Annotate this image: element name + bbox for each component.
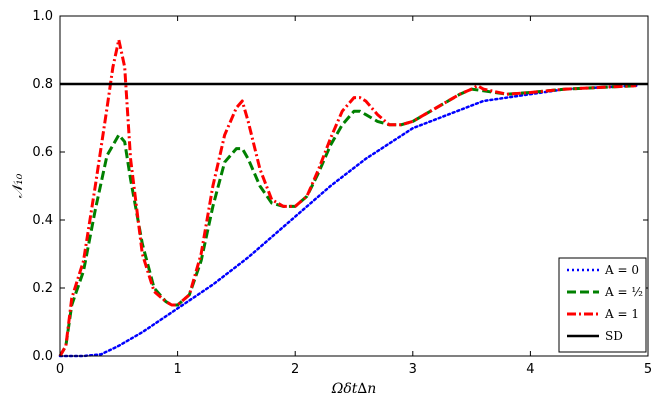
series-line-2 <box>58 38 637 357</box>
legend-label-2: A = 1 <box>604 307 639 321</box>
plot-layer <box>58 38 648 358</box>
y-axis-label: 𝒩₁₀ <box>10 173 26 198</box>
y-tick-label: 1.0 <box>32 9 53 24</box>
x-tick-label: 4 <box>526 362 534 377</box>
legend-label-1: A = ½ <box>604 285 643 299</box>
y-tick-label: 0.6 <box>32 145 53 160</box>
legend-label-3: SD <box>605 329 623 343</box>
y-tick-label: 0.8 <box>32 77 53 92</box>
legend-label-0: A = 0 <box>604 263 639 277</box>
ticks-layer: 0 1 2 3 4 5 0.0 0.2 0.4 0.6 0.8 1.0 <box>32 9 652 377</box>
legend: A = 0 A = ½ A = 1 SD <box>558 257 647 353</box>
x-tick-label: 3 <box>409 362 417 377</box>
x-axis-label: Ωδt∆n <box>331 381 376 397</box>
x-tick-label: 5 <box>644 362 652 377</box>
series-line-1 <box>58 84 637 357</box>
x-tick-label: 2 <box>291 362 299 377</box>
x-tick-label: 1 <box>173 362 181 377</box>
x-tick-label: 0 <box>56 362 64 377</box>
y-tick-label: 0.2 <box>32 281 53 296</box>
series-line-0 <box>58 84 638 358</box>
y-tick-label: 0.0 <box>32 349 53 364</box>
plot-frame <box>59 15 649 357</box>
y-tick-label: 0.4 <box>32 213 53 228</box>
